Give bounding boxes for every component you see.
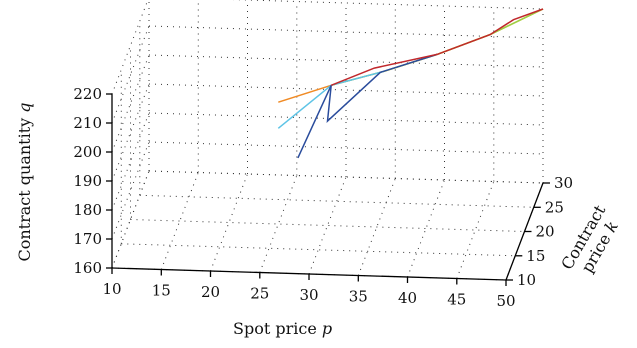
grid-line-left-z (111, 141, 150, 240)
x-axis-title: Spot price p (233, 319, 332, 338)
x-tick-label: 15 (152, 282, 171, 300)
series-line-6 (330, 8, 544, 86)
series-lines (277, 8, 544, 159)
grid-line-floor-x (259, 175, 298, 273)
series-line-5 (297, 53, 438, 159)
z-tick-label: 210 (73, 114, 102, 132)
grid (111, 0, 544, 281)
z-tick-label: 170 (73, 230, 102, 248)
grid-line-back-z (148, 83, 544, 97)
series-line-4 (277, 70, 385, 129)
y-axis-title: Contract price k (557, 201, 622, 276)
x-tick-label: 25 (250, 285, 269, 303)
z-tick-label: 220 (73, 85, 102, 103)
z-tick-label: 200 (73, 143, 102, 161)
z-tick-label: 180 (73, 201, 102, 219)
grid-line-floor-y (121, 243, 516, 257)
y-tick-label: 20 (536, 223, 555, 241)
x-tick-label: 20 (201, 283, 220, 301)
grid-line-left-z (111, 0, 149, 95)
series-line-1 (278, 8, 544, 103)
grid-line-floor-y (139, 194, 534, 208)
x-tick-label: 40 (398, 289, 417, 307)
grid-line-floor-x (456, 181, 495, 279)
z-axis-title: Contract quantity q (15, 102, 34, 261)
grid-line-back-z (148, 112, 544, 126)
y-tick-label: 30 (554, 174, 573, 192)
y-tick-label: 25 (545, 198, 564, 216)
x-tick-label: 30 (299, 286, 318, 304)
axes (106, 93, 550, 286)
y-tick-label: 15 (526, 247, 545, 265)
grid-line-floor-x (210, 173, 248, 272)
x-tick-label: 10 (102, 280, 121, 298)
z-tick-label: 190 (73, 172, 102, 190)
grid-line-back-z (231, 0, 544, 10)
grid-line-left-z (111, 54, 150, 153)
x-tick-label: 35 (349, 288, 368, 306)
z-tick-label: 160 (73, 259, 102, 277)
grid-line-floor-y (130, 219, 525, 232)
series-line-2 (436, 8, 544, 56)
tick-labels: 10 15 20 25 30 35 40 45 501015202530160170180190… (73, 85, 573, 310)
x-tick-label: 50 (496, 292, 515, 310)
y-tick-label: 10 (517, 271, 536, 289)
x-tick-label: 45 (447, 291, 466, 309)
